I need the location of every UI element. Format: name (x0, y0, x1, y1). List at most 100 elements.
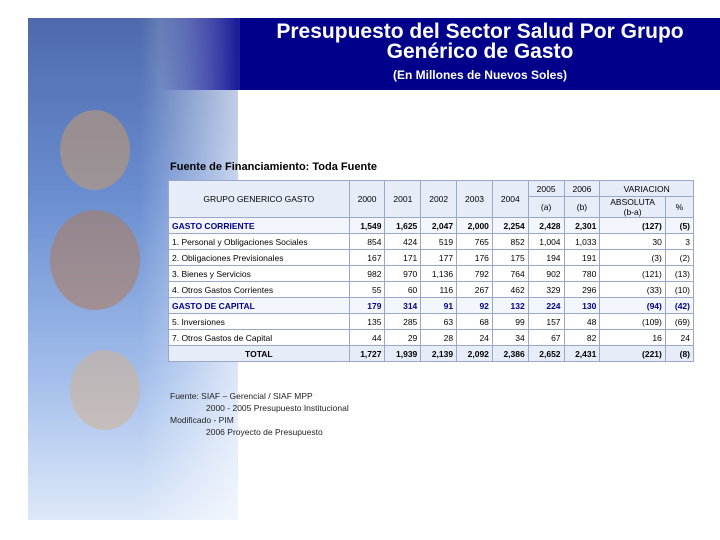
table-header-row-1: GRUPO GENERICO GASTO 2000 2001 2002 2003… (168, 180, 694, 218)
table-cell: 82 (563, 329, 601, 346)
table-row: 2. Obligaciones Previsionales 167 171 177 1… (168, 249, 695, 266)
table-cell: (94) (599, 297, 666, 314)
table-cell: 55 (348, 281, 386, 298)
table-cell: 314 (384, 297, 422, 314)
table-cell: 2,047 (420, 217, 458, 234)
table-cell: 130 (563, 297, 601, 314)
table-cell: (10) (664, 281, 695, 298)
table-cell: 970 (384, 265, 422, 282)
table-cell: 2,000 (456, 217, 493, 234)
header-2002: 2002 (420, 180, 458, 218)
table-cell: 99 (491, 313, 529, 330)
page-title: Presupuesto del Sector Salud Por Grupo G… (240, 20, 720, 63)
table-cell: 92 (456, 297, 493, 314)
page-subtitle: (En Millones de Nuevos Soles) (392, 68, 568, 82)
table-cell: 135 (348, 313, 386, 330)
table-cell: 177 (420, 249, 458, 266)
table-cell: (109) (599, 313, 666, 330)
title-line-2: Genérico de Gasto (386, 40, 574, 63)
table-cell: 764 (491, 265, 529, 282)
table-cell: (13) (664, 265, 695, 282)
table-cell: 780 (563, 265, 601, 282)
table-cell: 285 (384, 313, 422, 330)
table-cell: 1,136 (420, 265, 458, 282)
header-2003: 2003 (456, 180, 493, 218)
table-cell: (33) (599, 281, 666, 298)
source-notes: Fuente: SIAF – Gerencial / SIAF MPP 2000… (170, 390, 349, 438)
table-cell: 116 (420, 281, 458, 298)
header-band (240, 18, 720, 90)
row-label: 2. Obligaciones Previsionales (168, 249, 350, 266)
table-cell: 91 (420, 297, 458, 314)
funding-source-label: Fuente de Financiamiento: Toda Fuente (170, 161, 377, 173)
photo-child-2 (50, 210, 140, 310)
header-pct: % (664, 196, 695, 218)
table-cell: 63 (420, 313, 458, 330)
table-cell: (2) (664, 249, 695, 266)
header-2004: 2004 (491, 180, 529, 218)
table-cell: 48 (563, 313, 601, 330)
header-2001: 2001 (384, 180, 422, 218)
table-cell: 852 (491, 233, 529, 250)
header-absoluta: ABSOLUTA (b-a) (599, 196, 666, 218)
photo-child-1 (60, 110, 130, 190)
table-cell: 1,033 (563, 233, 601, 250)
table-cell: 1,625 (384, 217, 422, 234)
row-label: 1. Personal y Obligaciones Sociales (168, 233, 350, 250)
row-label: GASTO DE CAPITAL (168, 297, 350, 314)
table-cell: (3) (599, 249, 666, 266)
table-cell: 2,431 (563, 345, 601, 362)
table-cell: (8) (664, 345, 695, 362)
table-cell: 1,549 (348, 217, 386, 234)
title-line-1: Presupuesto del Sector Salud Por Grupo (276, 20, 684, 43)
table-cell: (5) (664, 217, 695, 234)
table-cell: 167 (348, 249, 386, 266)
row-label: 5. Inversiones (168, 313, 350, 330)
table-cell: 30 (599, 233, 666, 250)
table-row-total: TOTAL 1,727 1,939 2,139 2,092 2,386 2,652 2,43… (168, 345, 695, 362)
table-cell: 765 (456, 233, 493, 250)
table-cell: 462 (491, 281, 529, 298)
table-cell: 68 (456, 313, 493, 330)
table-cell: 24 (664, 329, 695, 346)
table-cell: 16 (599, 329, 666, 346)
table-cell: 2,652 (527, 345, 565, 362)
table-cell: 296 (563, 281, 601, 298)
table-cell: 171 (384, 249, 422, 266)
table-cell: 902 (527, 265, 565, 282)
table-row: 1. Personal y Obligaciones Sociales 854 4… (168, 233, 695, 250)
table-cell: 132 (491, 297, 529, 314)
table-cell: 157 (527, 313, 565, 330)
table-cell: (69) (664, 313, 695, 330)
table-cell: 34 (491, 329, 529, 346)
table-cell: (221) (599, 345, 666, 362)
table-cell: 175 (491, 249, 529, 266)
table-cell: 176 (456, 249, 493, 266)
table-cell: 191 (563, 249, 601, 266)
header-2005: 2005 (527, 180, 565, 197)
budget-table: GRUPO GENERICO GASTO 2000 2001 2002 2003… (168, 180, 695, 362)
row-label: 4. Otros Gastos Corrientes (168, 281, 350, 298)
table-row: GASTO CORRIENTE 1,549 1,625 2,047 2,000 2,25… (168, 217, 695, 234)
table-row: 7. Otros Gastos de Capital 44 29 28 24 34 67 8… (168, 329, 695, 346)
table-cell: 3 (664, 233, 695, 250)
table-cell: 1,939 (384, 345, 422, 362)
table-cell: 2,301 (563, 217, 601, 234)
row-label: GASTO CORRIENTE (168, 217, 350, 234)
table-cell: 792 (456, 265, 493, 282)
table-cell: 329 (527, 281, 565, 298)
table-cell: 24 (456, 329, 493, 346)
header-2006-sub: (b) (563, 196, 601, 218)
table-cell: 29 (384, 329, 422, 346)
note-line-1: Fuente: SIAF – Gerencial / SIAF MPP (170, 391, 313, 401)
table-cell: 2,139 (420, 345, 458, 362)
header-2000: 2000 (348, 180, 386, 218)
table-row: 3. Bienes y Servicios 982 970 1,136 792 764 9… (168, 265, 695, 282)
table-cell: 44 (348, 329, 386, 346)
table-row: 4. Otros Gastos Corrientes 55 60 116 267 462… (168, 281, 695, 298)
table-cell: 67 (527, 329, 565, 346)
header-group: GRUPO GENERICO GASTO (168, 180, 350, 218)
table-cell: 2,428 (527, 217, 565, 234)
table-cell: (42) (664, 297, 695, 314)
table-cell: 982 (348, 265, 386, 282)
